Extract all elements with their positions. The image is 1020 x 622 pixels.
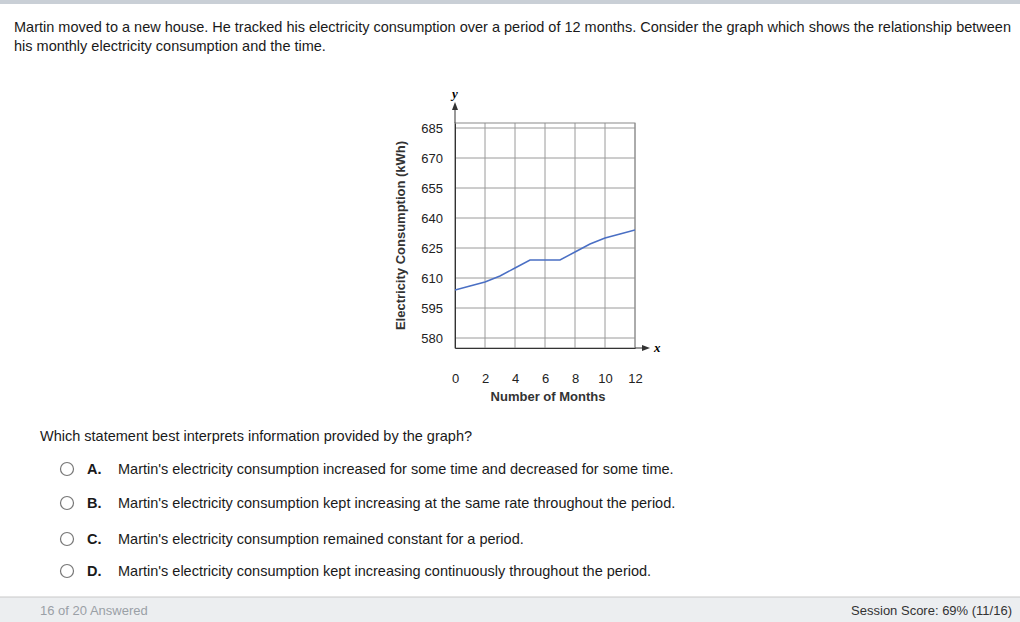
footer-bar	[0, 597, 1020, 622]
y-tick-label: 595	[421, 301, 443, 316]
y-tick-label: 685	[421, 121, 443, 136]
option-letter: B.	[87, 495, 102, 511]
x-tick: 10	[598, 348, 612, 386]
y-axis-title: Electricity Consumption (kWh)	[393, 141, 408, 330]
y-tick-label: 640	[421, 211, 443, 226]
y-tick-label: 580	[421, 331, 443, 346]
x-axis: 0 2 4 6 8 10 12	[452, 348, 643, 386]
x-tick-label: 4	[512, 371, 519, 386]
y-tick: 670	[421, 151, 455, 166]
y-tick: 580	[421, 331, 455, 346]
axis-arrows	[452, 102, 650, 351]
prompt: Which statement best interprets informat…	[40, 428, 472, 444]
x-tick-label: 0	[452, 371, 459, 386]
option-text: Martin's electricity consumption increas…	[118, 461, 674, 477]
page: 580 595 610 625 640 655 670 685 0 2 4 6 8 10 12 y x Numbe…	[0, 0, 1020, 622]
y-arrow-head	[452, 102, 458, 110]
option-letter: C.	[87, 531, 102, 547]
option[interactable]: A. Martin's electricity consumption incre…	[61, 461, 674, 477]
option-letter: A.	[87, 461, 102, 477]
y-tick: 595	[421, 301, 455, 316]
x-tick-label: 8	[572, 371, 579, 386]
grid	[455, 123, 635, 348]
x-axis-line	[456, 348, 636, 349]
radio-button[interactable]	[61, 463, 74, 476]
x-tick: 6	[542, 348, 549, 386]
x-tick: 12	[628, 348, 642, 386]
data-line	[455, 230, 635, 290]
question-text: Martin moved to a new house. He tracked …	[14, 18, 1014, 56]
y-tick-label: 655	[421, 181, 443, 196]
grid-line-x	[545, 123, 546, 348]
progress-text: 16 of 20 Answered	[40, 603, 148, 618]
grid-line-x	[485, 123, 486, 348]
plot-area	[455, 230, 635, 290]
x-tick: 8	[572, 348, 579, 386]
x-tick-label: 6	[542, 371, 549, 386]
x-tick-label: 10	[598, 371, 612, 386]
y-tick: 640	[421, 211, 455, 226]
radio-button[interactable]	[61, 533, 74, 546]
y-tick-label: 610	[421, 271, 443, 286]
y-tick: 610	[421, 271, 455, 286]
chart: 580 595 610 625 640 655 670 685 0 2 4 6 8 10 12 y x Numbe…	[393, 86, 661, 404]
x-axis-title: Number of Months	[491, 389, 606, 404]
option-text: Martin's electricity consumption kept in…	[118, 563, 651, 579]
y-axis: 580 595 610 625 640 655 670 685	[421, 121, 455, 349]
grid-line-x	[515, 123, 516, 348]
x-tick: 0	[452, 348, 459, 386]
x-axis-name: x	[653, 340, 661, 355]
option[interactable]: D. Martin's electricity consumption kept …	[61, 563, 652, 579]
y-tick-label: 670	[421, 151, 443, 166]
y-tick: 655	[421, 181, 455, 196]
y-tick: 685	[421, 121, 455, 136]
radio-button[interactable]	[61, 497, 74, 510]
grid-line-x	[575, 123, 576, 348]
score-text: Session Score: 69% (11/16)	[851, 603, 1012, 618]
y-axis-name: y	[450, 86, 458, 101]
x-tick: 2	[482, 348, 489, 386]
radio-button[interactable]	[61, 565, 74, 578]
x-tick-label: 12	[628, 371, 642, 386]
y-axis-line	[455, 124, 456, 349]
top-bar	[0, 0, 1020, 4]
y-tick: 625	[421, 241, 455, 256]
option-text: Martin's electricity consumption kept in…	[118, 495, 675, 511]
x-tick-label: 2	[482, 371, 489, 386]
grid-line-x	[605, 123, 606, 348]
x-arrow-head	[642, 345, 650, 351]
option[interactable]: B. Martin's electricity consumption kept …	[61, 495, 676, 511]
option[interactable]: C. Martin's electricity consumption remai…	[61, 531, 524, 547]
x-tick: 4	[512, 348, 519, 386]
option-letter: D.	[87, 563, 102, 579]
y-tick-label: 625	[421, 241, 443, 256]
option-text: Martin's electricity consumption remaine…	[118, 531, 524, 547]
footer-border	[0, 597, 1020, 598]
plot-frame	[455, 123, 635, 348]
